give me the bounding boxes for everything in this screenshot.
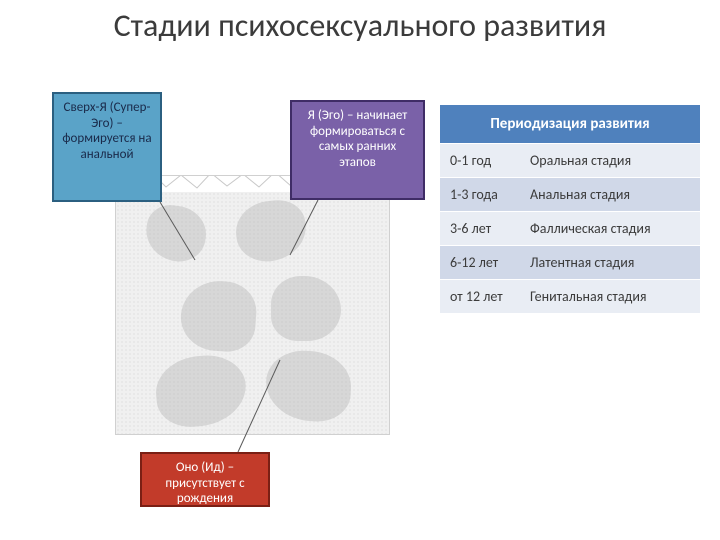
table-row: 3-6 летФаллическая стадия xyxy=(440,212,700,246)
table-row: от 12 летГенитальная стадия xyxy=(440,280,700,314)
table-row: 0-1 годОральная стадия xyxy=(440,144,700,178)
iceberg-graphic xyxy=(115,175,390,435)
cell-stage: Оральная стадия xyxy=(520,144,700,178)
iceberg-blob xyxy=(271,276,341,341)
cell-stage: Латентная стадия xyxy=(520,246,700,280)
callout-superego: Сверх-Я (Супер-Эго) – формируется на ана… xyxy=(52,92,162,202)
table-row: 6-12 летЛатентная стадия xyxy=(440,246,700,280)
cell-age: 6-12 лет xyxy=(440,246,520,280)
stages-table: Периодизация развития 0-1 годОральная ст… xyxy=(440,105,700,314)
cell-stage: Анальная стадия xyxy=(520,178,700,212)
cell-stage: Генитальная стадия xyxy=(520,280,700,314)
table-header: Периодизация развития xyxy=(440,105,700,144)
cell-age: 1-3 года xyxy=(440,178,520,212)
callout-ego: Я (Эго) – начинает формироваться с самых… xyxy=(290,100,425,200)
cell-age: 0-1 год xyxy=(440,144,520,178)
cell-age: 3-6 лет xyxy=(440,212,520,246)
cell-stage: Фаллическая стадия xyxy=(520,212,700,246)
page-title: Стадии психосексуального развития xyxy=(0,8,720,45)
cell-age: от 12 лет xyxy=(440,280,520,314)
table-row: 1-3 годаАнальная стадия xyxy=(440,178,700,212)
callout-id: Оно (Ид) – присутствует с рождения xyxy=(140,452,270,507)
